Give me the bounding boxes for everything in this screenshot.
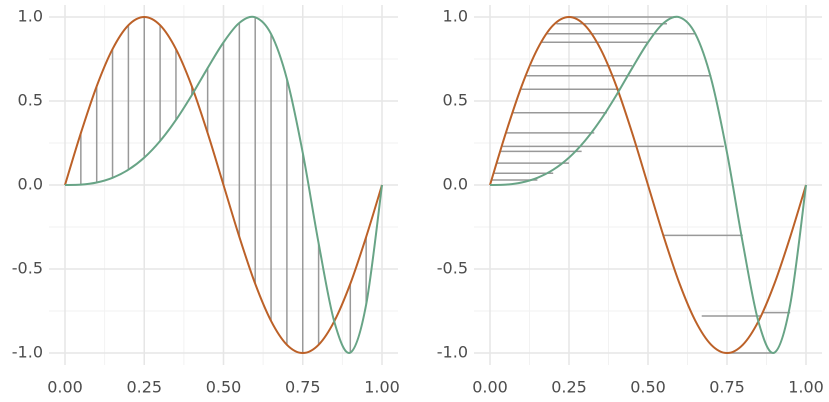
y-tick-label: -0.5 bbox=[12, 259, 43, 278]
series-line bbox=[64, 15, 383, 355]
x-tick-label: 0.75 bbox=[285, 378, 321, 397]
y-tick-label: -0.5 bbox=[437, 259, 468, 278]
x-tick-label: 0.25 bbox=[126, 378, 162, 397]
y-tick-label: 0.0 bbox=[18, 175, 43, 194]
y-tick-label: 0.0 bbox=[443, 175, 468, 194]
y-tick-label: 0.5 bbox=[443, 91, 468, 110]
x-tick-label: 0.25 bbox=[551, 378, 587, 397]
x-tick-label: 1.00 bbox=[788, 378, 824, 397]
y-tick-label: 1.0 bbox=[443, 7, 468, 26]
y-tick-label: -1.0 bbox=[437, 343, 468, 362]
series-line bbox=[489, 15, 807, 354]
y-tick-label: -1.0 bbox=[12, 343, 43, 362]
y-tick-label: 0.5 bbox=[18, 91, 43, 110]
x-tick-label: 0.00 bbox=[47, 378, 83, 397]
x-tick-label: 0.50 bbox=[206, 378, 242, 397]
x-tick-label: 0.75 bbox=[709, 378, 745, 397]
x-tick-label: 0.00 bbox=[472, 378, 508, 397]
y-tick-label: 1.0 bbox=[18, 7, 43, 26]
x-tick-label: 0.50 bbox=[630, 378, 666, 397]
series-line bbox=[489, 15, 807, 355]
series-line bbox=[64, 15, 383, 354]
x-tick-label: 1.00 bbox=[364, 378, 400, 397]
